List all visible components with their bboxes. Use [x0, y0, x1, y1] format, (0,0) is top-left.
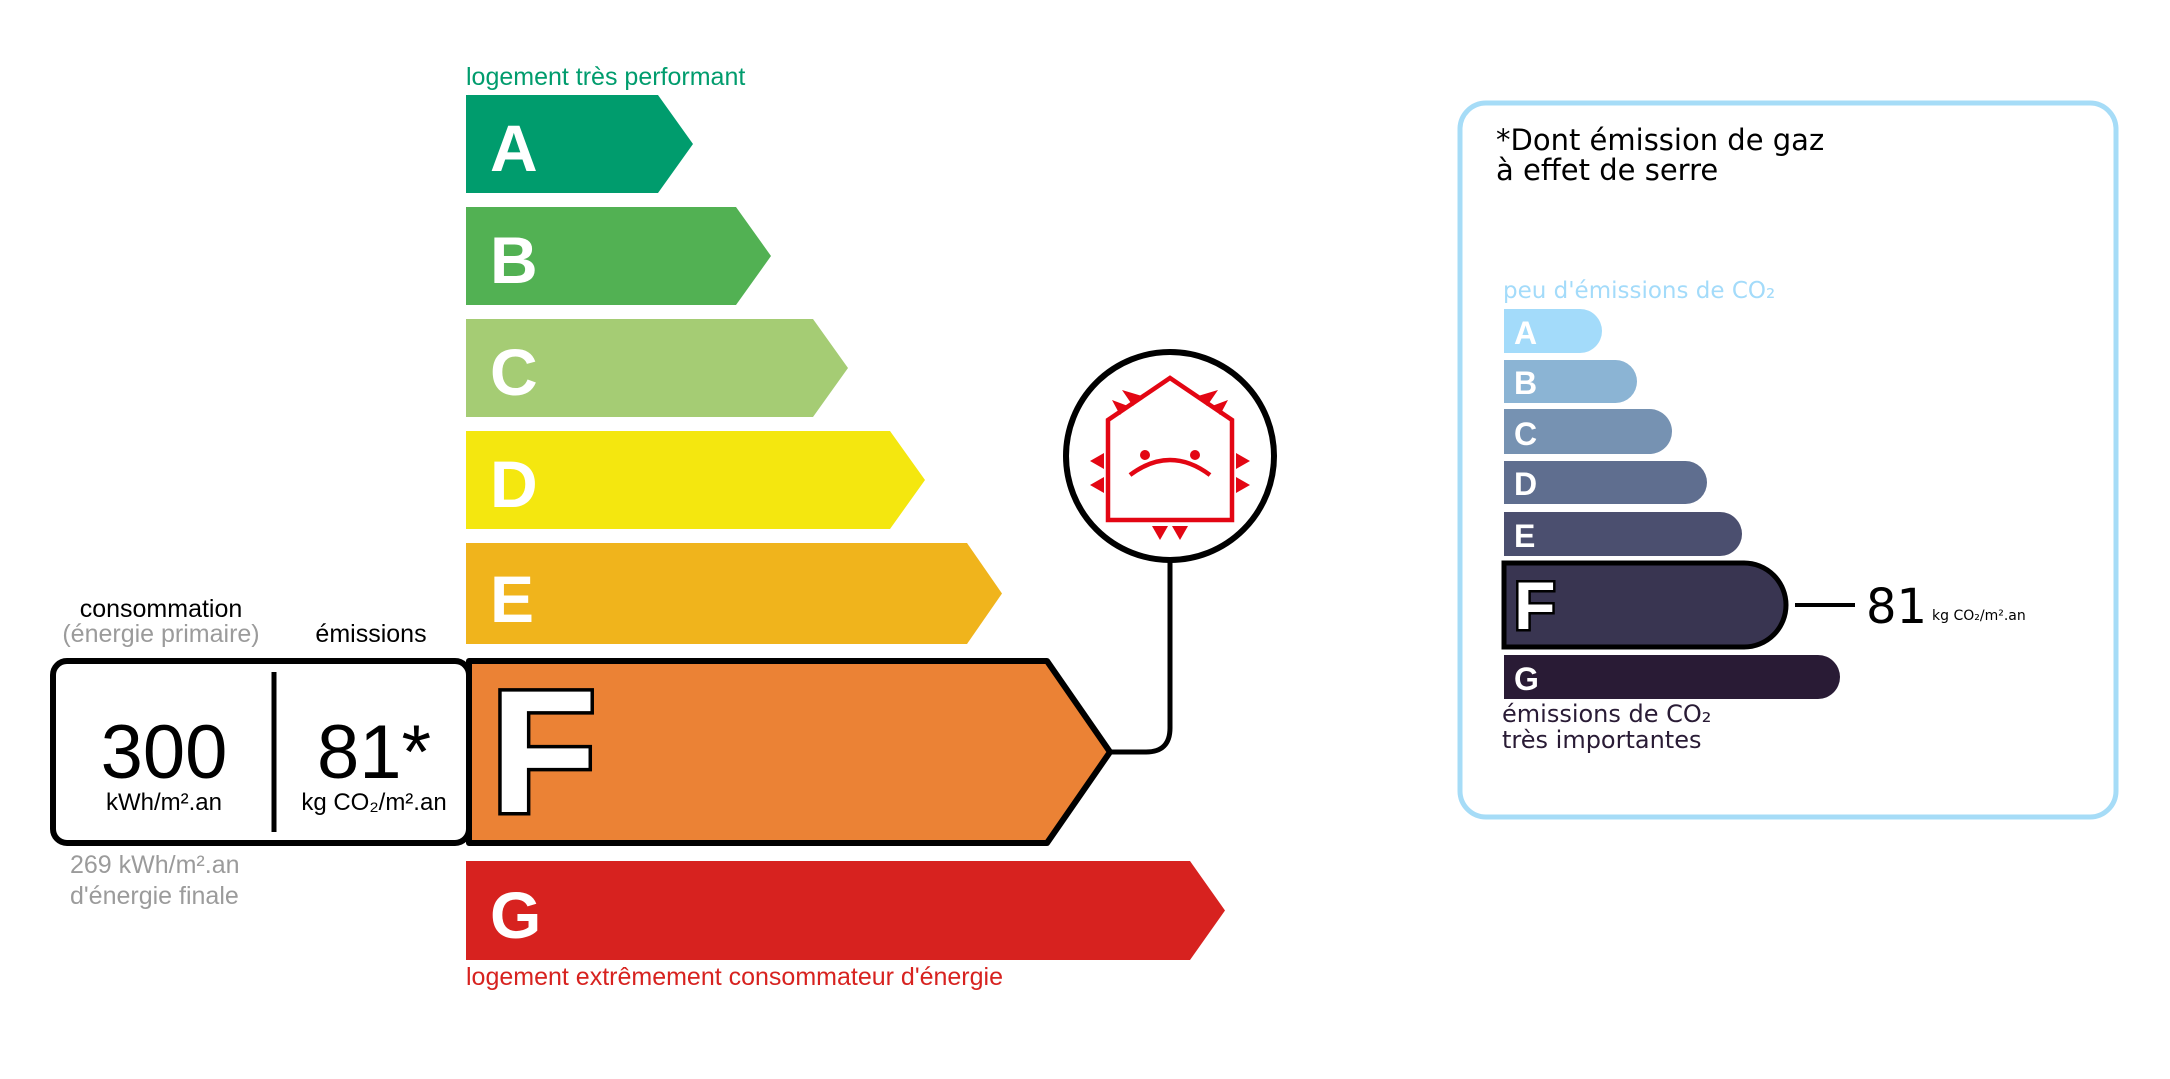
- final-energy-line2: d'énergie finale: [70, 882, 239, 910]
- ges-grade-letter: B: [1514, 365, 1537, 401]
- ges-top-label: peu d'émissions de CO₂: [1503, 278, 1775, 304]
- energy-grade-c: C: [466, 319, 848, 417]
- ges-title-line2: à effet de serre: [1496, 153, 1718, 187]
- ges-grade-letter: E: [1514, 518, 1535, 554]
- ges-grade-e: E: [1504, 512, 1742, 556]
- ges-bottom-line1: émissions de CO₂: [1502, 700, 1711, 728]
- ges-grade-letter: F: [1514, 568, 1556, 644]
- consumption-label: consommation: [80, 595, 243, 623]
- emissions-value: 81*: [317, 710, 431, 795]
- energy-bar: [466, 95, 693, 193]
- ges-bottom-line2: très importantes: [1502, 726, 1702, 754]
- consumption-unit: kWh/m².an: [106, 789, 222, 816]
- ges-grade-letter: D: [1514, 466, 1537, 502]
- energy-bar: [466, 431, 925, 529]
- consumption-sublabel: (énergie primaire): [62, 620, 259, 648]
- ges-bar: [1504, 409, 1672, 454]
- ges-title-line1: *Dont émission de gaz: [1496, 123, 1824, 157]
- energy-top-label: logement très performant: [466, 63, 745, 91]
- ges-bar: [1504, 461, 1707, 504]
- energy-grade-letter: D: [490, 447, 538, 521]
- energy-bottom-label: logement extrêmement consommateur d'éner…: [466, 963, 1003, 991]
- energy-bar: [466, 543, 1002, 644]
- energy-grade-letter: B: [490, 223, 538, 297]
- ges-grade-g: G: [1504, 655, 1840, 699]
- ges-bar: [1504, 512, 1742, 556]
- consumption-value: 300: [101, 710, 228, 795]
- energy-grade-d: D: [466, 431, 925, 529]
- badge-connector: [1110, 561, 1173, 755]
- energy-grade-b: B: [466, 207, 771, 305]
- energy-grade-letter: A: [490, 111, 538, 185]
- ges-unit: kg CO₂/m².an: [1932, 608, 2026, 624]
- ges-grade-b: B: [1504, 360, 1637, 403]
- value-box: [50, 658, 472, 846]
- ges-grade-letter: C: [1514, 416, 1537, 452]
- emissions-label: émissions: [315, 620, 426, 648]
- ges-value: 81: [1866, 579, 1927, 635]
- ges-grade-letter: A: [1514, 315, 1537, 351]
- energy-grade-letter: F: [490, 655, 597, 850]
- ges-grade-f: F: [1501, 560, 1789, 650]
- sad-house-heat-loss-icon: [1063, 349, 1277, 563]
- ges-bar: [1504, 360, 1637, 403]
- energy-grade-letter: C: [490, 335, 538, 409]
- energy-grade-f: F: [466, 652, 1113, 854]
- ges-grade-c: C: [1504, 409, 1672, 454]
- energy-grade-letter: E: [490, 562, 534, 636]
- ges-grade-d: D: [1504, 461, 1707, 504]
- energy-grade-e: E: [466, 543, 1002, 644]
- ges-grade-letter: G: [1514, 661, 1539, 697]
- ges-bar: [1504, 309, 1602, 353]
- ges-bar: [1504, 655, 1840, 699]
- emissions-unit: kg CO₂/m².an: [301, 789, 446, 816]
- energy-bar: [466, 207, 771, 305]
- final-energy-line1: 269 kWh/m².an: [70, 851, 240, 879]
- energy-bar: [466, 319, 848, 417]
- ges-bar: [1501, 560, 1789, 650]
- energy-bar: [466, 861, 1225, 960]
- energy-grade-g: G: [466, 861, 1225, 960]
- ges-grade-a: A: [1504, 309, 1602, 353]
- energy-grade-a: A: [466, 95, 693, 193]
- energy-grade-letter: G: [490, 878, 541, 952]
